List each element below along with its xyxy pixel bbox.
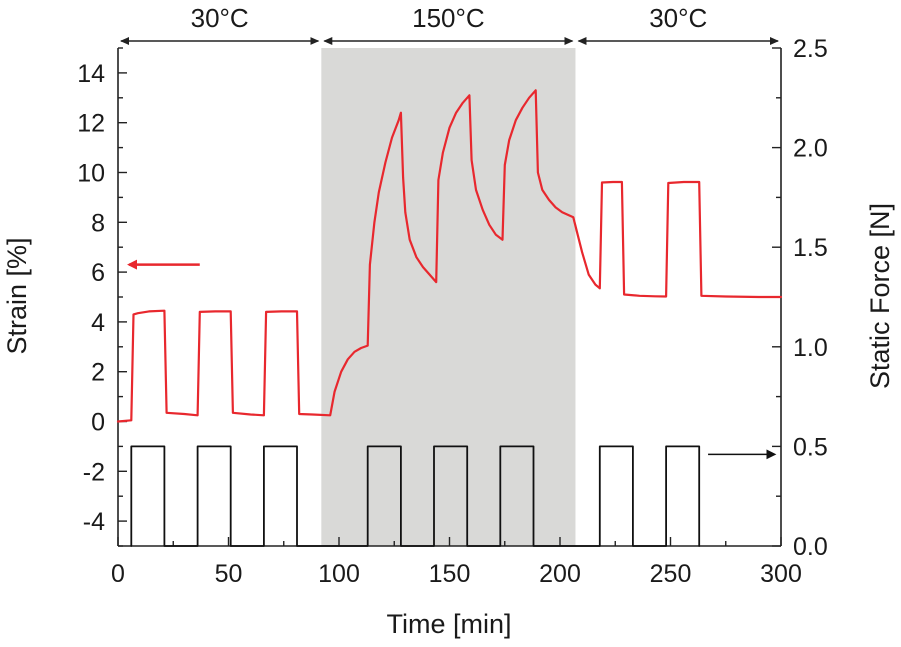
- strain-series-line: [116, 89, 783, 423]
- y-right-tick-label: 0.0: [793, 533, 828, 561]
- y-left-tick-label: 10: [77, 160, 105, 188]
- y-left-tick-label: 12: [77, 110, 105, 138]
- y-right-tick-label: 1.0: [793, 334, 828, 362]
- y-left-tick-label: -2: [83, 458, 105, 486]
- static-force-series-line: [130, 445, 701, 547]
- y-left-tick-label: 8: [91, 209, 105, 237]
- y-axis-left-title: Strain [%]: [2, 237, 32, 354]
- x-tick-label: 50: [215, 560, 243, 588]
- chart-series: [116, 89, 783, 547]
- y-left-tick-label: 2: [91, 359, 105, 387]
- y-left-tick-label: 4: [91, 309, 105, 337]
- x-tick-label: 150: [429, 560, 471, 588]
- x-tick-label: 250: [650, 560, 692, 588]
- x-tick-label: 100: [318, 560, 360, 588]
- y-left-tick-label: -4: [83, 508, 105, 536]
- temperature-regions: 30°C 150°C 30°C: [120, 3, 779, 546]
- x-axis-title: Time [min]: [386, 609, 511, 639]
- y-left-tick-label: 14: [77, 60, 105, 88]
- region-label-0: 30°C: [191, 3, 249, 33]
- chart-annotations: [127, 259, 777, 460]
- y-axis-right-title: Static Force [N]: [865, 203, 895, 389]
- region-label-1: 150°C: [412, 3, 485, 33]
- x-tick-label: 200: [539, 560, 581, 588]
- region-label-2: 30°C: [649, 3, 707, 33]
- x-tick-label: 0: [111, 560, 125, 588]
- y-right-tick-label: 2.0: [793, 135, 828, 163]
- y-left-tick-label: 6: [91, 259, 105, 287]
- y-right-tick-label: 1.5: [793, 234, 828, 262]
- x-tick-label: 300: [760, 560, 802, 588]
- y-right-tick-label: 0.5: [793, 433, 828, 461]
- y-right-tick-label: 2.5: [793, 35, 828, 63]
- y-left-tick-label: 0: [91, 409, 105, 437]
- chart-axes: 0 50 100 150 200 250 300 -4 -2 0 2 4 6 8 10 12 14 0.0 0.5 1…: [77, 35, 828, 588]
